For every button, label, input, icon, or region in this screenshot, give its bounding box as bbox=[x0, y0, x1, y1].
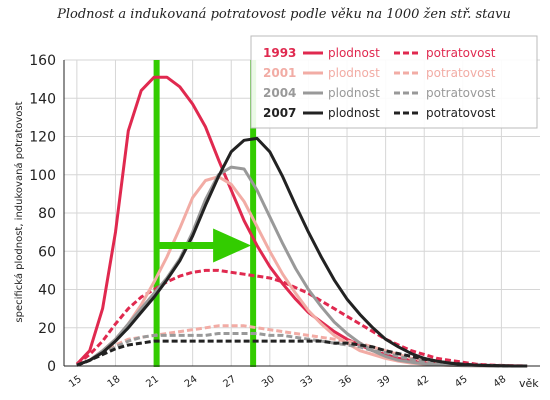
series-line-2007-potratovost bbox=[76, 339, 528, 368]
chart-title: Plodnost a indukovaná potratovost podle … bbox=[56, 7, 511, 22]
x-tick-label-1: 18 bbox=[106, 374, 123, 390]
y-tick-label-6: 120 bbox=[29, 130, 56, 146]
x-tick-label-5: 30 bbox=[260, 374, 277, 390]
legend-label-plodnost-2007: plodnost bbox=[328, 106, 380, 120]
annotation-arrow-shape bbox=[156, 228, 252, 263]
x-tick-labels: 15 18 21 24 27 30 33 36 39 42 45 48 bbox=[67, 374, 508, 390]
x-tick-label-10: 45 bbox=[453, 374, 470, 390]
x-axis-label: věk bbox=[519, 377, 539, 390]
x-tick-label-0: 15 bbox=[67, 374, 84, 390]
x-tick-label-4: 27 bbox=[221, 374, 238, 390]
y-tick-label-2: 40 bbox=[38, 283, 56, 299]
y-tick-label-7: 140 bbox=[29, 91, 56, 107]
x-tick-label-9: 42 bbox=[414, 374, 431, 390]
series-line-2007-plodnost bbox=[76, 136, 528, 368]
axes bbox=[63, 60, 540, 367]
annotation-arrow bbox=[156, 228, 252, 263]
y-tick-label-1: 20 bbox=[38, 321, 56, 337]
y-tick-labels: 0 20 40 60 80 100 120 140 160 bbox=[29, 53, 56, 375]
legend-year-2007: 2007 bbox=[263, 106, 296, 120]
legend-label-potratovost-2007: potratovost bbox=[426, 106, 496, 120]
legend-label-plodnost-2001: plodnost bbox=[328, 66, 380, 80]
legend-label-plodnost-2004: plodnost bbox=[328, 86, 380, 100]
y-tick-label-4: 80 bbox=[38, 206, 56, 222]
x-tick-label-6: 33 bbox=[299, 374, 316, 390]
series-line-2004-potratovost bbox=[76, 332, 528, 368]
legend-year-2001: 2001 bbox=[263, 66, 296, 80]
x-tick-label-2: 21 bbox=[144, 374, 161, 390]
legend-label-potratovost-1993: potratovost bbox=[426, 46, 496, 60]
legend-label-potratovost-2001: potratovost bbox=[426, 66, 496, 80]
y-tick-label-0: 0 bbox=[47, 359, 56, 375]
legend-year-1993: 1993 bbox=[263, 46, 296, 60]
x-tick-label-8: 39 bbox=[376, 374, 393, 390]
series-line-2004-plodnost bbox=[76, 165, 528, 368]
y-axis-label: specifická plodnost, indukovaná potratov… bbox=[13, 101, 25, 322]
y-tick-label-5: 100 bbox=[29, 168, 56, 184]
series-line-2001-potratovost bbox=[76, 324, 528, 368]
legend-label-plodnost-1993: plodnost bbox=[328, 46, 380, 60]
y-tick-label-3: 60 bbox=[38, 244, 56, 260]
legend-year-2004: 2004 bbox=[263, 86, 296, 100]
series-lines bbox=[75, 75, 528, 368]
y-tick-label-8: 160 bbox=[29, 53, 56, 69]
x-tick-label-11: 48 bbox=[492, 374, 509, 390]
legend: 1993 plodnost potratovost 2001 plodnost potra… bbox=[250, 35, 538, 129]
series-line-1993-potratovost bbox=[76, 268, 528, 368]
legend-label-potratovost-2004: potratovost bbox=[426, 86, 496, 100]
x-tick-label-3: 24 bbox=[183, 374, 200, 390]
x-tick-label-7: 36 bbox=[337, 374, 354, 390]
